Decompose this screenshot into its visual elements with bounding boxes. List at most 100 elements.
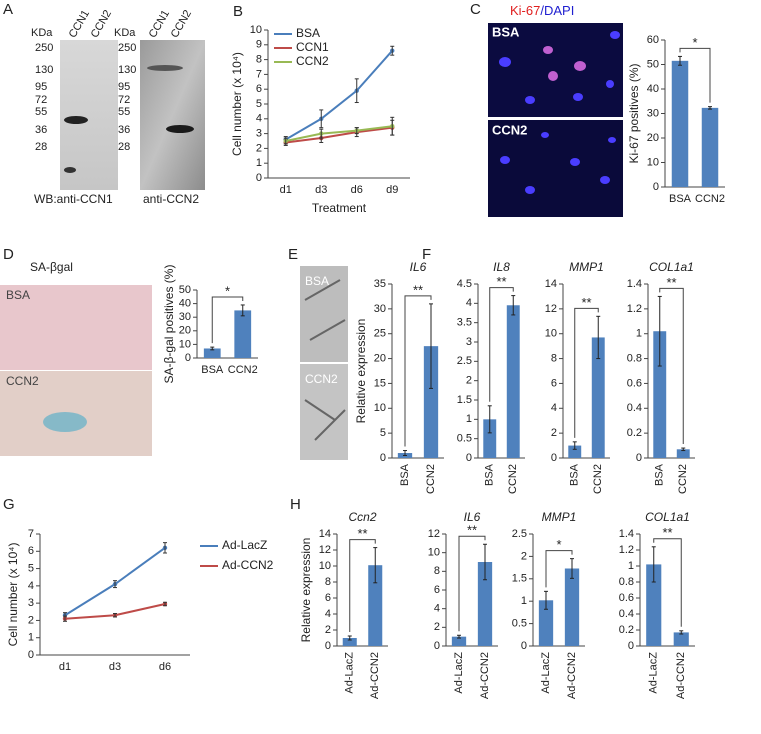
- blot-caption: WB:anti-CCN1: [34, 192, 113, 206]
- x-tick-label: CCN2: [228, 364, 258, 376]
- significance-label: **: [357, 526, 367, 541]
- y-tick-label: 50: [647, 58, 659, 70]
- blot-band: [147, 65, 183, 71]
- y-tick-label: 7: [28, 528, 34, 540]
- blot-image: [60, 40, 118, 190]
- x-tick-label: d1: [59, 661, 71, 673]
- micrograph: [488, 120, 623, 217]
- marker-label: 55: [35, 106, 47, 118]
- blot-caption: anti-CCN2: [143, 192, 199, 206]
- micrograph: [0, 285, 152, 370]
- bar: [538, 600, 554, 646]
- line: [285, 126, 393, 144]
- y-tick-label: 2: [325, 624, 331, 636]
- panel-label: A: [3, 1, 13, 18]
- significance-bracket: [404, 295, 432, 447]
- y-tick-label: 30: [179, 311, 191, 323]
- marker-label: 72: [118, 94, 130, 106]
- y-tick-label: 8: [434, 565, 440, 577]
- stained-cell: [43, 412, 87, 432]
- marker-label: 95: [35, 81, 47, 93]
- image-title: SA-βgal: [30, 260, 73, 274]
- bar: [676, 449, 690, 458]
- y-tick-label: 0.2: [627, 427, 642, 439]
- blot-band: [64, 167, 76, 173]
- panel-label: E: [288, 246, 298, 263]
- y-tick-label: 6: [551, 377, 557, 389]
- bar: [483, 419, 497, 458]
- significance-bracket: [679, 47, 711, 103]
- blot-image: [140, 40, 205, 190]
- marker-label: 250: [118, 42, 136, 54]
- significance-bracket: [458, 535, 486, 632]
- x-tick-label: CCN2: [507, 464, 519, 494]
- blot-unit: KDa: [114, 27, 136, 39]
- y-tick-label: 20: [374, 352, 386, 364]
- y-tick-label: 6: [434, 584, 440, 596]
- y-tick-label: 1.2: [627, 303, 642, 315]
- y-axis-label: SA-β-gal positives (%): [162, 265, 176, 384]
- y-tick-label: 2: [466, 375, 472, 387]
- y-tick-label: 6: [325, 592, 331, 604]
- y-tick-label: 1.5: [457, 394, 472, 406]
- x-tick-label: BSA: [654, 463, 666, 486]
- y-tick-label: 0: [521, 640, 527, 652]
- significance-label: **: [666, 275, 676, 290]
- significance-label: **: [581, 295, 591, 310]
- y-tick-label: 3: [28, 597, 34, 609]
- y-tick-label: 4: [466, 297, 472, 309]
- y-tick-label: 30: [374, 303, 386, 315]
- chart-title: MMP1: [542, 510, 577, 524]
- x-tick-label: CCN2: [677, 464, 689, 494]
- x-tick-label: Ad-LacZ: [540, 652, 552, 694]
- y-tick-label: 20: [647, 132, 659, 144]
- panel-label: H: [290, 496, 301, 513]
- marker-label: 36: [118, 124, 130, 136]
- y-tick-label: 10: [428, 547, 440, 559]
- significance-label: *: [225, 283, 230, 298]
- bar: [673, 632, 689, 646]
- bar: [653, 331, 667, 458]
- y-tick-label: 4: [434, 603, 440, 615]
- x-tick-label: d6: [351, 184, 363, 196]
- legend-label: BSA: [296, 26, 320, 40]
- y-tick-label: 1.4: [627, 278, 642, 290]
- blot-band: [166, 125, 194, 133]
- x-tick-label: d3: [315, 184, 327, 196]
- x-tick-label: BSA: [569, 463, 581, 486]
- x-tick-label: BSA: [669, 193, 692, 205]
- y-axis-label: Ki-67 positives (%): [627, 63, 641, 163]
- y-tick-label: 10: [374, 402, 386, 414]
- y-tick-label: 0.2: [619, 624, 634, 636]
- y-axis-label: Cell number (x 10⁴): [6, 543, 20, 647]
- x-tick-label: Ad-CCN2: [479, 652, 491, 699]
- y-tick-label: 10: [319, 560, 331, 572]
- y-tick-label: 4: [325, 608, 331, 620]
- y-tick-label: 0.4: [619, 608, 634, 620]
- marker-label: 72: [35, 94, 47, 106]
- y-tick-label: 0.8: [627, 352, 642, 364]
- bar: [234, 310, 252, 358]
- panel-label: F: [422, 246, 431, 263]
- y-tick-label: 8: [551, 352, 557, 364]
- significance-bracket: [211, 296, 244, 344]
- y-tick-label: 0: [628, 640, 634, 652]
- x-tick-label: Ad-LacZ: [648, 652, 660, 694]
- significance-bracket: [653, 538, 682, 627]
- line: [285, 125, 393, 142]
- significance-label: *: [692, 35, 697, 50]
- blot-unit: KDa: [31, 27, 53, 39]
- marker-label: 36: [35, 124, 47, 136]
- x-tick-label: CCN2: [592, 464, 604, 494]
- marker-label: 250: [35, 42, 53, 54]
- lane-label: CCN2: [169, 8, 194, 40]
- bar: [564, 568, 580, 646]
- y-tick-label: 0.6: [619, 592, 634, 604]
- image-label: CCN2: [6, 374, 39, 388]
- panel-label: C: [470, 1, 481, 18]
- marker-label: 95: [118, 81, 130, 93]
- y-tick-label: 0: [466, 452, 472, 464]
- bar: [671, 60, 689, 188]
- y-tick-label: 8: [256, 54, 262, 66]
- y-tick-label: 0: [434, 640, 440, 652]
